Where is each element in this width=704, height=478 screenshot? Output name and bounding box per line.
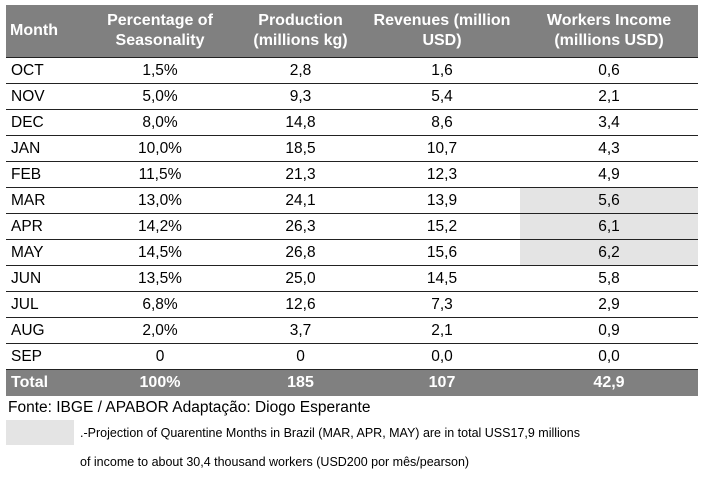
cell-seasonality: 5,0% — [83, 83, 237, 110]
cell-seasonality: 8,0% — [83, 109, 237, 136]
cell-seasonality: 2,0% — [83, 317, 237, 344]
table-row: AUG 2,0% 3,7 2,1 0,9 — [6, 317, 698, 344]
cell-workers-income: 6,1 — [520, 213, 698, 240]
total-production: 185 — [237, 369, 364, 396]
cell-production: 0 — [237, 343, 364, 370]
header-workers-income: Workers Income (millions USD) — [520, 5, 698, 58]
cell-seasonality: 0 — [83, 343, 237, 370]
cell-workers-income: 5,8 — [520, 265, 698, 292]
cell-workers-income: 0,9 — [520, 317, 698, 344]
cell-seasonality: 11,5% — [83, 161, 237, 188]
header-row: Month Percentage of Seasonality Productio… — [6, 5, 698, 58]
cell-revenues: 0,0 — [364, 343, 520, 370]
table-row: MAY 14,5% 26,8 15,6 6,2 — [6, 239, 698, 266]
cell-workers-income: 2,9 — [520, 291, 698, 318]
highlight-legend-swatch — [6, 420, 74, 445]
cell-month: JAN — [6, 135, 83, 162]
cell-month: OCT — [6, 57, 83, 84]
cell-production: 26,3 — [237, 213, 364, 240]
cell-month: NOV — [6, 83, 83, 110]
cell-month: AUG — [6, 317, 83, 344]
cell-production: 21,3 — [237, 161, 364, 188]
cell-production: 18,5 — [237, 135, 364, 162]
cell-seasonality: 13,0% — [83, 187, 237, 214]
cell-revenues: 5,4 — [364, 83, 520, 110]
total-seasonality: 100% — [83, 369, 237, 396]
cell-production: 26,8 — [237, 239, 364, 266]
cell-month: MAR — [6, 187, 83, 214]
cell-revenues: 10,7 — [364, 135, 520, 162]
table-row: DEC 8,0% 14,8 8,6 3,4 — [6, 109, 698, 136]
cell-workers-income: 6,2 — [520, 239, 698, 266]
cell-seasonality: 14,2% — [83, 213, 237, 240]
cell-workers-income: 2,1 — [520, 83, 698, 110]
projection-note-line-1: .-Projection of Quarentine Months in Bra… — [80, 426, 580, 440]
table-row: JUL 6,8% 12,6 7,3 2,9 — [6, 291, 698, 318]
cell-month: JUL — [6, 291, 83, 318]
cell-seasonality: 6,8% — [83, 291, 237, 318]
header-production: Production (millions kg) — [237, 5, 364, 58]
cell-workers-income: 3,4 — [520, 109, 698, 136]
total-row: Total 100% 185 107 42,9 — [6, 369, 698, 396]
cell-workers-income: 0,0 — [520, 343, 698, 370]
cell-seasonality: 14,5% — [83, 239, 237, 266]
cell-revenues: 8,6 — [364, 109, 520, 136]
table-row: OCT 1,5% 2,8 1,6 0,6 — [6, 57, 698, 84]
header-revenues: Revenues (million USD) — [364, 5, 520, 58]
cell-workers-income: 4,9 — [520, 161, 698, 188]
header-seasonality: Percentage of Seasonality — [83, 5, 237, 58]
cell-month: JUN — [6, 265, 83, 292]
projection-note-line-2: of income to about 30,4 thousand workers… — [80, 455, 470, 469]
cell-revenues: 1,6 — [364, 57, 520, 84]
cell-month: SEP — [6, 343, 83, 370]
cell-month: MAY — [6, 239, 83, 266]
seasonality-table: Month Percentage of Seasonality Productio… — [6, 5, 698, 396]
cell-revenues: 14,5 — [364, 265, 520, 292]
cell-production: 25,0 — [237, 265, 364, 292]
cell-production: 9,3 — [237, 83, 364, 110]
table-row: NOV 5,0% 9,3 5,4 2,1 — [6, 83, 698, 110]
total-revenues: 107 — [364, 369, 520, 396]
cell-month: APR — [6, 213, 83, 240]
table-row: JUN 13,5% 25,0 14,5 5,8 — [6, 265, 698, 292]
table-row: JAN 10,0% 18,5 10,7 4,3 — [6, 135, 698, 162]
cell-revenues: 12,3 — [364, 161, 520, 188]
cell-revenues: 15,2 — [364, 213, 520, 240]
source-caption: Fonte: IBGE / APABOR Adaptação: Diogo Es… — [8, 399, 371, 416]
cell-production: 12,6 — [237, 291, 364, 318]
table-row: SEP 0 0 0,0 0,0 — [6, 343, 698, 370]
table-row: FEB 11,5% 21,3 12,3 4,9 — [6, 161, 698, 188]
table-row: MAR 13,0% 24,1 13,9 5,6 — [6, 187, 698, 214]
cell-month: DEC — [6, 109, 83, 136]
cell-seasonality: 1,5% — [83, 57, 237, 84]
header-month: Month — [6, 5, 83, 58]
cell-seasonality: 10,0% — [83, 135, 237, 162]
total-workers-income: 42,9 — [520, 369, 698, 396]
cell-revenues: 13,9 — [364, 187, 520, 214]
cell-production: 24,1 — [237, 187, 364, 214]
cell-production: 14,8 — [237, 109, 364, 136]
cell-revenues: 15,6 — [364, 239, 520, 266]
cell-month: FEB — [6, 161, 83, 188]
total-label: Total — [6, 369, 83, 396]
cell-revenues: 2,1 — [364, 317, 520, 344]
cell-production: 3,7 — [237, 317, 364, 344]
cell-workers-income: 0,6 — [520, 57, 698, 84]
cell-production: 2,8 — [237, 57, 364, 84]
cell-seasonality: 13,5% — [83, 265, 237, 292]
cell-workers-income: 5,6 — [520, 187, 698, 214]
cell-revenues: 7,3 — [364, 291, 520, 318]
cell-workers-income: 4,3 — [520, 135, 698, 162]
table-row: APR 14,2% 26,3 15,2 6,1 — [6, 213, 698, 240]
